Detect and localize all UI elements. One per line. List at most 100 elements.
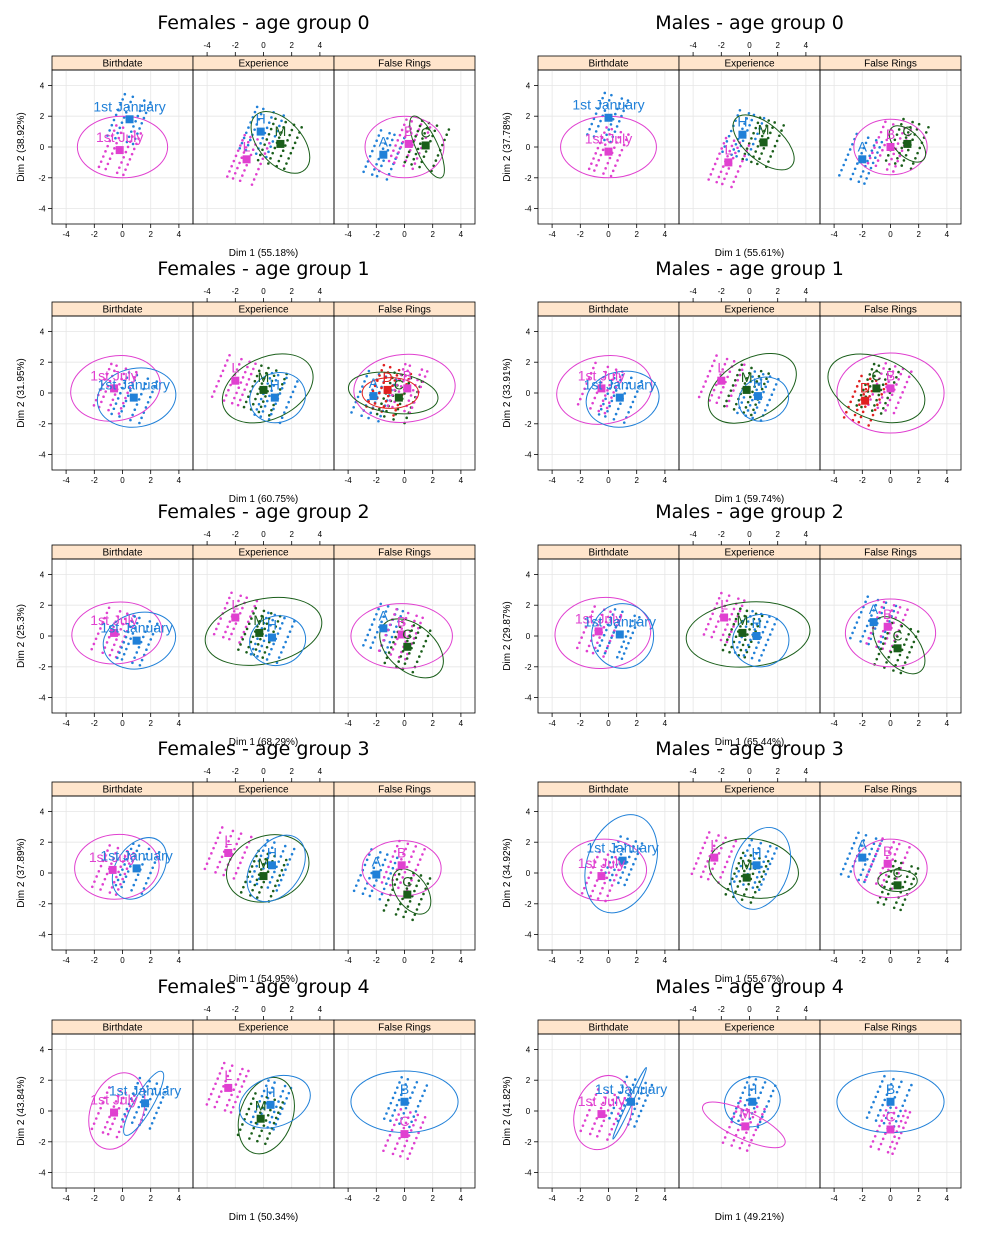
confidence-ellipse bbox=[361, 840, 442, 897]
data-point bbox=[889, 1106, 892, 1109]
data-point bbox=[418, 373, 422, 377]
x-axis-label: Dim 1 (65.44%) bbox=[715, 737, 784, 748]
data-point bbox=[866, 161, 870, 165]
data-point bbox=[734, 619, 737, 623]
data-point bbox=[616, 620, 620, 624]
data-point bbox=[611, 873, 614, 877]
data-point bbox=[262, 621, 266, 625]
data-point bbox=[110, 152, 114, 155]
data-point bbox=[362, 170, 365, 174]
data-point bbox=[743, 154, 746, 158]
panel-strip-label: False Rings bbox=[864, 59, 917, 70]
data-point bbox=[135, 849, 139, 853]
x-tick-label: -2 bbox=[373, 230, 381, 239]
panel-strip-label: False Rings bbox=[378, 548, 431, 559]
data-point bbox=[416, 1113, 420, 1117]
data-point bbox=[116, 131, 119, 135]
data-point bbox=[617, 881, 620, 885]
centroid-marker bbox=[242, 155, 251, 164]
data-point bbox=[743, 1086, 747, 1089]
centroid-marker bbox=[615, 393, 624, 402]
x-tick-label: -2 bbox=[577, 1194, 585, 1203]
data-point bbox=[118, 126, 122, 130]
data-point bbox=[417, 903, 421, 906]
data-point bbox=[753, 881, 757, 884]
data-point bbox=[129, 389, 132, 392]
data-point bbox=[142, 99, 146, 102]
data-point bbox=[130, 888, 133, 892]
data-point bbox=[205, 862, 209, 865]
data-point bbox=[877, 640, 881, 643]
data-point bbox=[241, 856, 244, 859]
data-point bbox=[876, 1090, 880, 1094]
data-point bbox=[742, 654, 746, 657]
data-point bbox=[606, 853, 610, 856]
data-point bbox=[406, 369, 409, 373]
data-point bbox=[274, 117, 277, 121]
data-point bbox=[396, 907, 400, 911]
data-point bbox=[608, 383, 611, 387]
panel-content: HML bbox=[226, 105, 311, 186]
data-point bbox=[876, 151, 879, 154]
data-point bbox=[606, 389, 609, 392]
data-point bbox=[361, 892, 365, 896]
data-point bbox=[268, 1120, 272, 1124]
panel-strip-label: Birthdate bbox=[588, 59, 628, 70]
data-point bbox=[115, 638, 118, 641]
data-point bbox=[218, 831, 222, 834]
data-point bbox=[732, 360, 736, 363]
data-point bbox=[774, 383, 778, 386]
data-point bbox=[412, 1115, 416, 1118]
x-tick-label: 0 bbox=[747, 1005, 752, 1014]
data-point bbox=[399, 385, 403, 388]
data-point bbox=[271, 151, 274, 155]
data-point bbox=[620, 657, 624, 661]
data-point bbox=[289, 395, 293, 399]
data-point bbox=[856, 162, 859, 165]
data-point bbox=[155, 1082, 159, 1085]
data-point bbox=[859, 640, 862, 643]
data-point bbox=[112, 880, 116, 884]
data-point bbox=[269, 1108, 272, 1112]
data-point bbox=[755, 406, 759, 409]
data-point bbox=[723, 177, 726, 181]
y-tick-label: 4 bbox=[40, 81, 45, 90]
data-point bbox=[877, 364, 881, 367]
data-point bbox=[134, 878, 138, 882]
data-point bbox=[766, 850, 770, 853]
confidence-ellipse bbox=[96, 367, 177, 428]
data-point bbox=[727, 134, 731, 138]
data-point bbox=[126, 394, 130, 398]
x-tick-label: 0 bbox=[402, 476, 407, 485]
confidence-ellipse bbox=[707, 352, 797, 424]
data-point bbox=[768, 862, 772, 866]
data-point bbox=[866, 873, 869, 877]
data-point bbox=[767, 372, 770, 375]
data-point bbox=[279, 154, 283, 158]
plot-title: Females - age group 4 bbox=[157, 976, 369, 998]
data-point bbox=[401, 368, 405, 371]
data-point bbox=[880, 1080, 884, 1083]
data-point bbox=[884, 1109, 888, 1112]
data-point bbox=[879, 871, 882, 875]
data-point bbox=[259, 112, 263, 116]
data-point bbox=[771, 628, 774, 631]
data-point bbox=[882, 878, 886, 882]
data-point bbox=[411, 1091, 414, 1094]
data-point bbox=[142, 387, 145, 391]
data-point bbox=[122, 1120, 125, 1123]
data-point bbox=[721, 368, 725, 371]
data-point bbox=[721, 150, 724, 153]
data-point bbox=[128, 158, 132, 161]
data-point bbox=[293, 141, 297, 145]
data-point bbox=[741, 859, 745, 863]
data-point bbox=[270, 846, 274, 850]
data-point bbox=[293, 385, 297, 388]
data-point bbox=[245, 383, 249, 386]
data-point bbox=[899, 396, 902, 399]
data-point bbox=[752, 1083, 756, 1086]
data-point bbox=[273, 134, 277, 138]
x-tick-label: 2 bbox=[634, 476, 639, 485]
data-point bbox=[882, 606, 886, 610]
data-point bbox=[382, 1149, 385, 1153]
